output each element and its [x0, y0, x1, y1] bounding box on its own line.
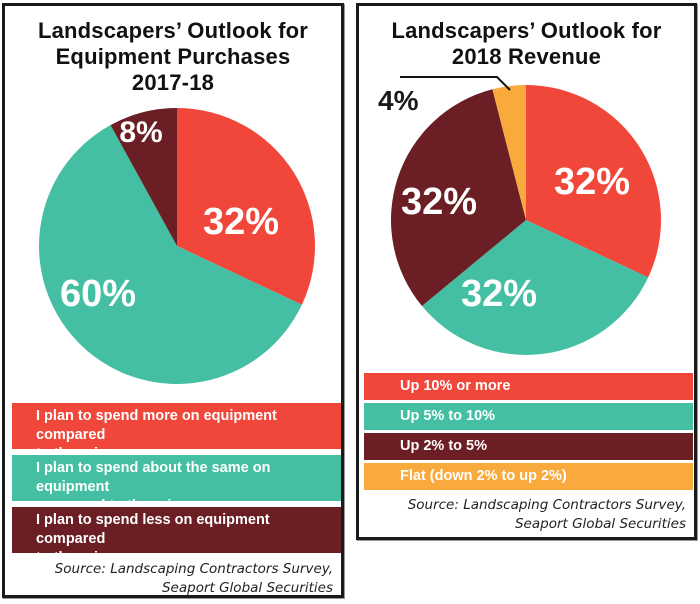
- legend-text: Flat (down 2% to up 2%): [400, 468, 567, 484]
- legend-item-up-10-or-more: Up 10% or more: [364, 373, 693, 400]
- pie-slice-2: [110, 108, 177, 246]
- equipment-purchases-chart-panel: Landscapers’ Outlook for Equipment Purch…: [2, 3, 344, 598]
- legend-text: Up 2% to 5%: [400, 438, 488, 454]
- slice-label-0: 32%: [554, 161, 630, 203]
- legend-item-spend-more: I plan to spend more on equipment compar…: [12, 403, 341, 462]
- legend-text-line: I plan to spend about the same on equipm…: [36, 460, 271, 495]
- source-note: Source: Landscaping Contractors Survey, …: [55, 560, 333, 598]
- legend-text-line: I plan to spend less on equipment compar…: [36, 512, 270, 547]
- slice-label-1: 60%: [60, 273, 136, 315]
- pie-slice-0: [177, 108, 315, 305]
- legend-text-line: to the prior year.: [36, 550, 150, 566]
- source-line: Source: Landscaping Contractors Survey,: [407, 497, 686, 513]
- legend-text-line: I plan to spend more on equipment compar…: [36, 408, 277, 443]
- legend-text: Up 10% or more: [400, 378, 511, 394]
- slice-label-0: 32%: [203, 201, 279, 243]
- title-line: 2018 Revenue: [451, 44, 602, 69]
- legend-item-flat: Flat (down 2% to up 2%): [364, 463, 693, 490]
- slice-label-1: 32%: [461, 273, 537, 315]
- leader-line: [400, 76, 511, 91]
- title-line: Landscapers’ Outlook for: [391, 18, 662, 43]
- title-line: 2017-18: [131, 70, 215, 95]
- chart-title: Landscapers’ Outlook for 2018 Revenue: [359, 18, 694, 70]
- pie-slice-1: [38, 125, 302, 384]
- legend-item-spend-less: I plan to spend less on equipment compar…: [12, 507, 341, 566]
- chart-title: Landscapers’ Outlook for Equipment Purch…: [5, 18, 341, 96]
- source-line: Seaport Global Securities: [161, 580, 333, 596]
- pie-slice-3: [492, 85, 526, 220]
- source-line: Seaport Global Securities: [514, 516, 686, 532]
- slice-label-2: 8%: [119, 116, 162, 149]
- source-line: Source: Landscaping Contractors Survey,: [54, 561, 333, 577]
- legend-item-spend-same: I plan to spend about the same on equipm…: [12, 455, 341, 514]
- slice-label-2: 32%: [401, 181, 477, 223]
- source-note: Source: Landscaping Contractors Survey, …: [408, 496, 686, 534]
- revenue-outlook-chart-panel: Landscapers’ Outlook for 2018 Revenue 32…: [356, 3, 697, 540]
- legend-text: Up 5% to 10%: [400, 408, 496, 424]
- equipment-pie-chart: 32% 60% 8%: [38, 108, 315, 384]
- slice-label-3: 4%: [378, 85, 419, 116]
- revenue-pie-chart: 32% 32% 32% 4%: [378, 76, 661, 356]
- pie-slice-0: [526, 85, 661, 278]
- pie-slice-2: [390, 89, 526, 307]
- legend-item-up-2-to-5: Up 2% to 5%: [364, 433, 693, 460]
- title-line: Equipment Purchases: [55, 44, 291, 69]
- legend-item-up-5-to-10: Up 5% to 10%: [364, 403, 693, 430]
- title-line: Landscapers’ Outlook for: [37, 18, 309, 43]
- pie-slice-1: [421, 220, 649, 356]
